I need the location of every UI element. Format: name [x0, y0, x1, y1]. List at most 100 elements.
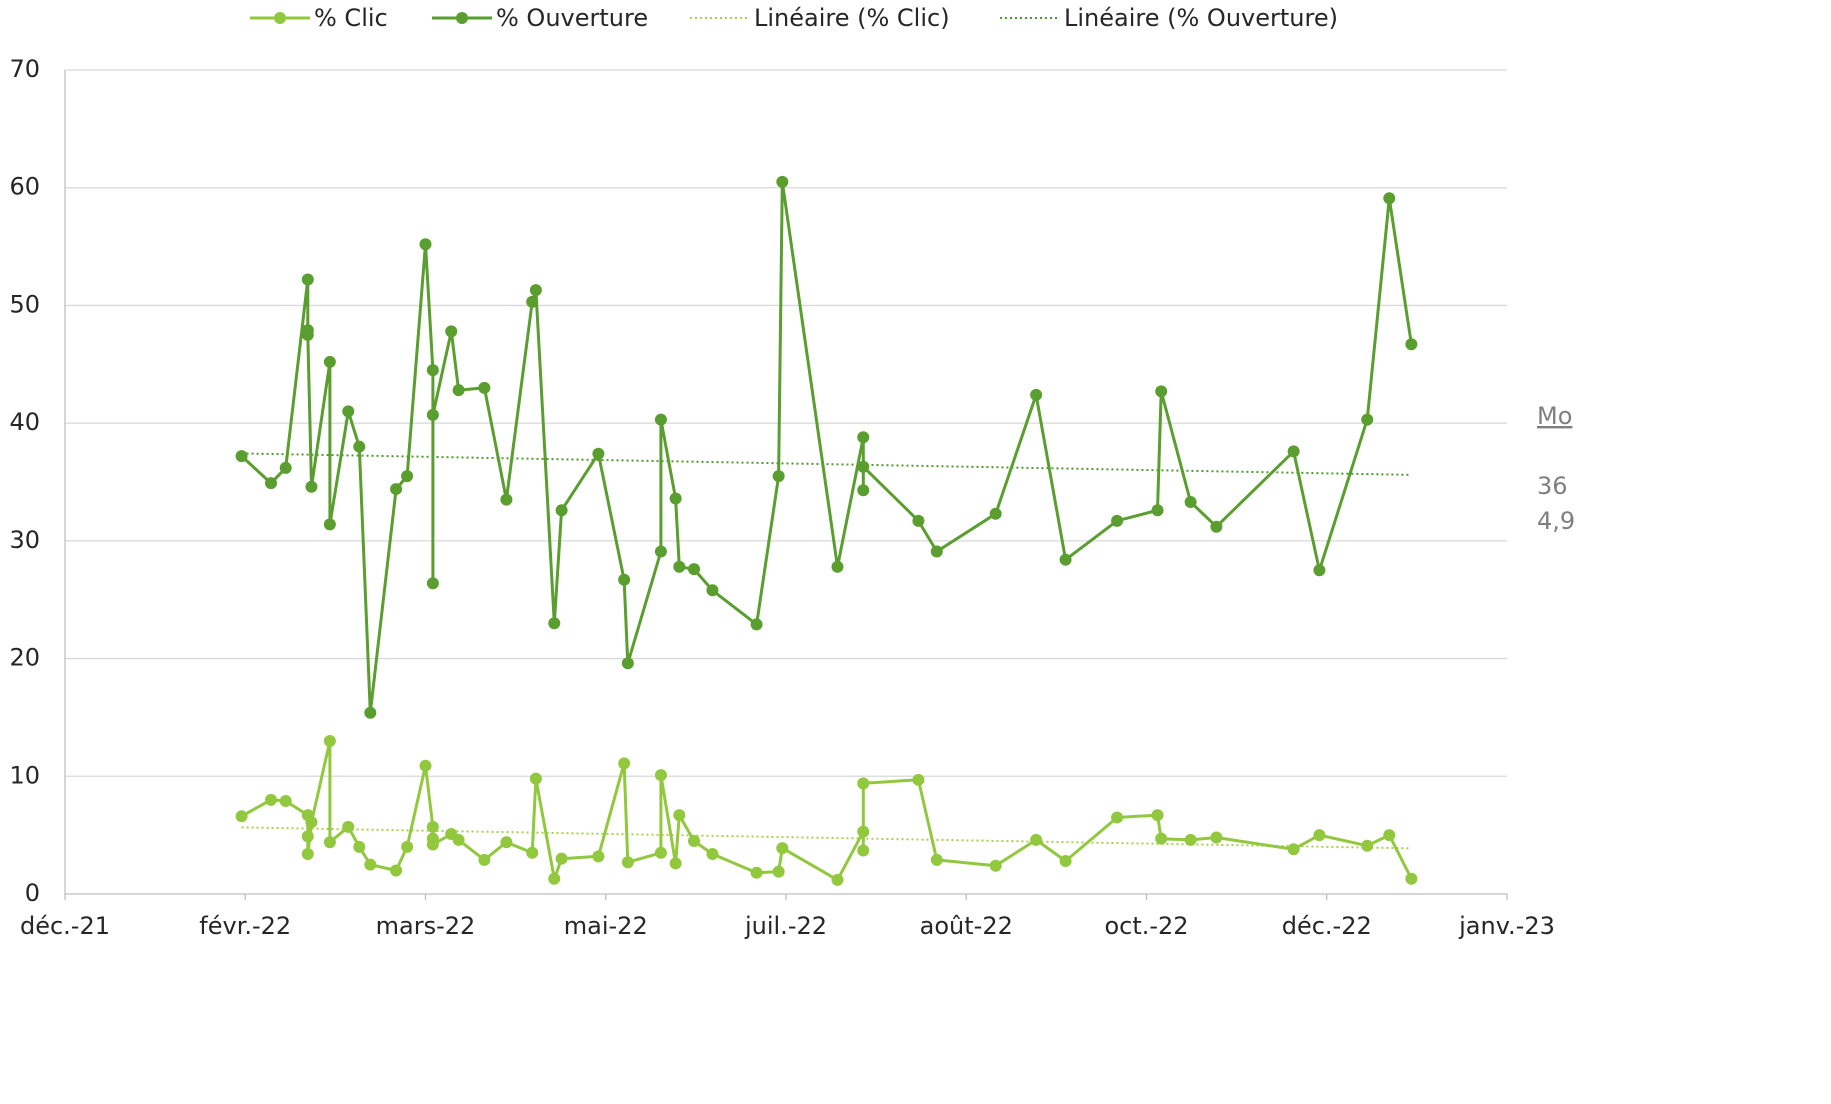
data-point: [305, 816, 318, 829]
data-point: [592, 850, 605, 863]
y-tick-label: 50: [9, 290, 40, 318]
data-point: [831, 560, 844, 573]
data-point: [279, 461, 292, 474]
series-line: [240, 180, 1413, 715]
data-point: [265, 793, 277, 806]
y-tick-label: 70: [9, 55, 40, 83]
data-point: [548, 617, 561, 630]
x-tick-label: mai-22: [564, 912, 648, 940]
data-point: [353, 840, 366, 853]
data-point: [772, 865, 785, 878]
data-point: [301, 328, 314, 341]
legend-label: Linéaire (% Clic): [754, 4, 950, 32]
data-point: [235, 810, 248, 823]
data-point: [857, 777, 870, 790]
data-point: [1405, 872, 1418, 885]
data-point: [750, 866, 763, 879]
legend-marker: [456, 12, 468, 24]
data-point: [401, 840, 414, 853]
x-tick-label: févr.-22: [199, 912, 291, 940]
data-point: [706, 584, 719, 597]
data-point: [401, 470, 414, 483]
legend-label: % Ouverture: [496, 4, 648, 32]
legend-label: % Clic: [314, 4, 388, 32]
data-point: [857, 460, 870, 473]
data-point: [1155, 385, 1168, 398]
x-tick-label: oct.-22: [1104, 912, 1188, 940]
data-point: [621, 657, 634, 670]
data-point: [301, 273, 314, 286]
data-point: [621, 856, 634, 869]
data-point: [390, 864, 403, 877]
data-point: [1111, 514, 1124, 527]
data-point: [478, 381, 491, 394]
data-point: [1151, 504, 1164, 517]
data-point: [706, 847, 719, 860]
y-tick-label: 40: [9, 408, 40, 436]
data-point: [776, 175, 789, 188]
data-point: [305, 480, 318, 493]
data-point: [989, 859, 1002, 872]
data-point: [1313, 829, 1326, 842]
data-point: [1184, 496, 1197, 509]
data-point: [1030, 833, 1043, 846]
data-point: [426, 577, 439, 590]
data-point: [654, 846, 667, 859]
data-point: [529, 772, 542, 785]
data-point: [772, 470, 785, 483]
data-point: [1287, 445, 1300, 458]
data-point: [1210, 831, 1223, 844]
trendline: [241, 452, 1412, 476]
data-point: [500, 493, 513, 506]
data-point: [930, 853, 943, 866]
data-point: [235, 450, 248, 463]
annotation: Mo: [1537, 402, 1572, 430]
data-point: [526, 846, 539, 859]
data-point: [265, 477, 277, 490]
data-point: [323, 734, 336, 747]
y-tick-label: 0: [25, 879, 40, 907]
data-point: [654, 413, 667, 426]
y-tick-label: 20: [9, 644, 40, 672]
data-point: [618, 757, 631, 770]
data-point: [1111, 811, 1124, 824]
data-point: [1151, 809, 1164, 822]
data-point: [555, 852, 568, 865]
data-point: [426, 364, 439, 377]
y-tick-label: 30: [9, 526, 40, 554]
data-point: [1405, 338, 1418, 351]
data-point: [1059, 553, 1072, 566]
x-tick-label: mars-22: [376, 912, 476, 940]
data-point: [548, 872, 561, 885]
data-point: [592, 447, 605, 460]
data-point: [688, 563, 701, 576]
data-point: [857, 431, 870, 444]
annotation: 4,9: [1537, 507, 1575, 535]
data-point: [342, 820, 355, 833]
data-point: [1383, 829, 1396, 842]
data-point: [555, 504, 568, 517]
data-point: [478, 853, 491, 866]
data-point: [1313, 564, 1326, 577]
data-point: [618, 573, 631, 586]
y-tick-label: 10: [9, 761, 40, 789]
data-point: [912, 773, 925, 786]
series-line: [240, 739, 1413, 882]
data-point: [1184, 833, 1197, 846]
data-point: [930, 545, 943, 558]
data-point: [1059, 855, 1072, 868]
x-tick-label: déc.-21: [20, 912, 110, 940]
data-point: [831, 873, 844, 886]
data-point: [364, 858, 377, 871]
data-point: [323, 355, 336, 368]
legend-label: Linéaire (% Ouverture): [1064, 4, 1338, 32]
data-point: [419, 759, 432, 772]
data-point: [526, 295, 539, 308]
annotation: 36: [1537, 472, 1568, 500]
x-tick-label: janv.-23: [1458, 912, 1555, 940]
x-tick-label: juil.-22: [744, 912, 827, 940]
data-point: [654, 545, 667, 558]
x-tick-label: déc.-22: [1282, 912, 1372, 940]
data-point: [419, 238, 432, 251]
